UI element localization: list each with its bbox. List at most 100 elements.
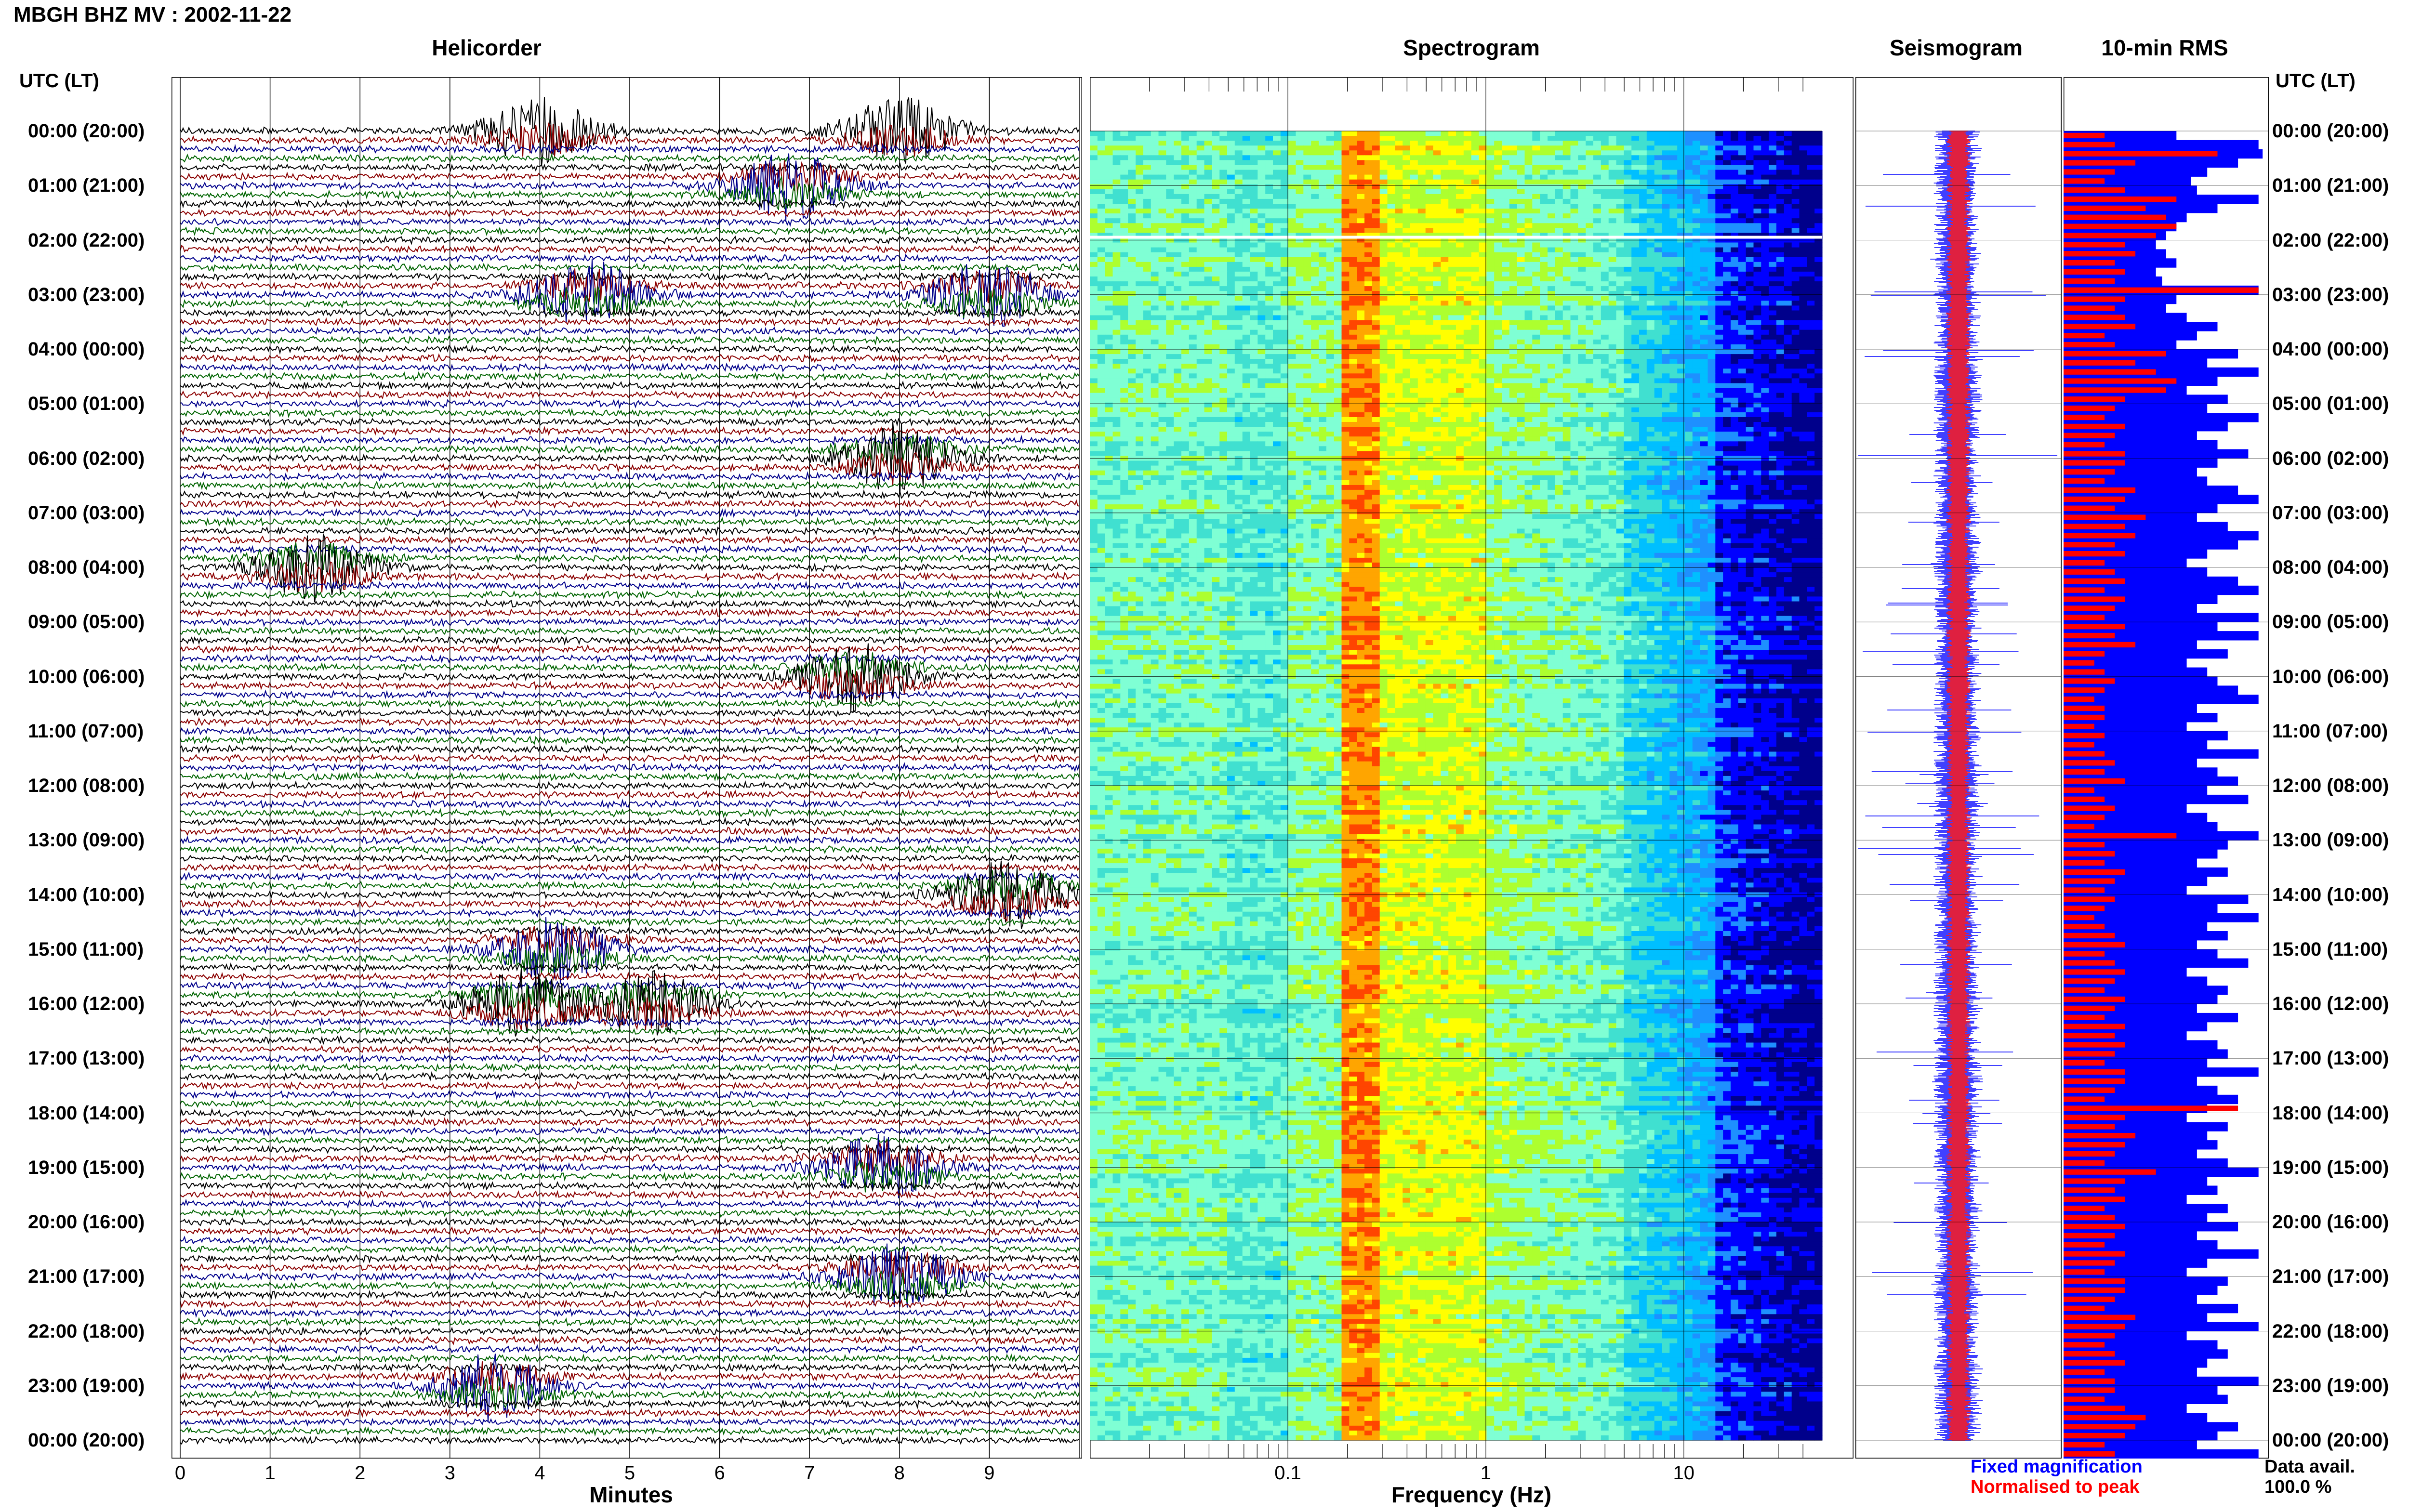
spectrogram-cell <box>1250 267 1258 272</box>
spectrogram-cell <box>1601 243 1609 248</box>
spectrogram-cell <box>1532 189 1540 195</box>
time-label-left: 00:00 (20:00) <box>28 120 145 142</box>
spectrogram-cell <box>1761 209 1769 214</box>
spectrogram-cell <box>1800 296 1807 301</box>
spectrogram-cell <box>1708 150 1716 156</box>
spectrogram-cell <box>1197 276 1204 282</box>
spectrogram-cell <box>1349 296 1357 301</box>
spectrogram-cell <box>1426 131 1433 136</box>
spectrogram-cell <box>1555 165 1563 171</box>
spectrogram-cell <box>1128 262 1136 267</box>
spectrogram-cell <box>1647 243 1655 248</box>
spectrogram-cell <box>1403 145 1410 151</box>
spectrogram-cell <box>1136 272 1143 277</box>
spectrogram-cell <box>1593 286 1601 291</box>
spectrogram-cell <box>1723 165 1731 171</box>
spectrogram-cell <box>1227 131 1235 136</box>
spectrogram-cell <box>1708 141 1716 146</box>
spectrogram-cell <box>1754 131 1761 136</box>
spectrogram-cell <box>1250 286 1258 291</box>
spectrogram-cell <box>1113 141 1121 146</box>
spectrogram-cell <box>1219 209 1227 214</box>
spectrogram-cell <box>1357 131 1364 136</box>
spectrogram-cell <box>1166 160 1174 165</box>
spectrogram-cell <box>1326 276 1334 282</box>
spectrogram-cell <box>1776 145 1784 151</box>
spectrogram-cell <box>1342 272 1350 277</box>
spectrogram-cell <box>1174 267 1181 272</box>
spectrogram-cell <box>1243 296 1250 301</box>
spectrogram-cell <box>1151 141 1159 146</box>
spectrogram-cell <box>1388 218 1395 224</box>
spectrogram-cell <box>1227 165 1235 171</box>
spectrogram-cell <box>1174 243 1181 248</box>
spectrogram-cell <box>1098 165 1105 171</box>
spectrogram-cell <box>1540 204 1548 209</box>
spectrogram-cell <box>1486 252 1494 258</box>
spectrogram-cell <box>1631 296 1639 301</box>
spectrogram-cell <box>1693 136 1700 141</box>
spectrogram-cell <box>1662 189 1670 195</box>
spectrogram-cell <box>1250 272 1258 277</box>
spectrogram-cell <box>1410 305 1418 311</box>
spectrogram-cell <box>1616 155 1624 160</box>
spectrogram-cell <box>1166 180 1174 185</box>
spectrogram-cell <box>1700 281 1708 287</box>
spectrogram-cell <box>1174 150 1181 156</box>
spectrogram-cell <box>1517 131 1525 136</box>
spectrogram-cell <box>1800 155 1807 160</box>
spectrogram-cell <box>1288 155 1296 160</box>
spectrogram-cell <box>1456 257 1464 263</box>
spectrogram-cell <box>1372 180 1380 185</box>
spectrogram-cell <box>1380 184 1388 190</box>
time-label-right: 11:00 (07:00) <box>2272 721 2388 742</box>
spectrogram-cell <box>1800 199 1807 204</box>
spectrogram-cell <box>1151 257 1159 263</box>
spectrogram-cell <box>1243 180 1250 185</box>
spectrogram-cell <box>1243 141 1250 146</box>
spectrogram-cell <box>1769 150 1776 156</box>
time-label-left: 13:00 (09:00) <box>28 829 145 851</box>
spectrogram-cell <box>1662 218 1670 224</box>
spectrogram-cell <box>1540 272 1548 277</box>
spectrogram-cell <box>1647 189 1655 195</box>
spectrogram-cell <box>1303 150 1311 156</box>
spectrogram-cell <box>1700 160 1708 165</box>
spectrogram-cell <box>1326 262 1334 267</box>
spectrogram-cell <box>1631 276 1639 282</box>
spectrogram-cell <box>1540 267 1548 272</box>
spectrogram-cell <box>1136 204 1143 209</box>
spectrogram-cell <box>1814 145 1822 151</box>
spectrogram-cell <box>1525 141 1533 146</box>
time-label-right: 21:00 (17:00) <box>2272 1266 2389 1288</box>
spectrogram-cell <box>1456 145 1464 151</box>
spectrogram-cell <box>1662 150 1670 156</box>
spectrogram-cell <box>1380 272 1388 277</box>
spectrogram-cell <box>1357 165 1364 171</box>
spectrogram-cell <box>1609 301 1616 306</box>
spectrogram-cell <box>1410 175 1418 180</box>
spectrogram-cell <box>1235 257 1243 263</box>
spectrogram-cell <box>1136 160 1143 165</box>
spectrogram-cell <box>1197 218 1204 224</box>
spectrogram-cell <box>1197 170 1204 175</box>
spectrogram-cell <box>1616 281 1624 287</box>
spectrogram-cell <box>1509 311 1517 316</box>
spectrogram-cell <box>1540 209 1548 214</box>
spectrogram-cell <box>1738 155 1746 160</box>
spectrogram-cell <box>1410 272 1418 277</box>
spectrogram-cell <box>1669 286 1677 291</box>
spectrogram-cell <box>1204 213 1212 219</box>
spectrogram-cell <box>1319 276 1326 282</box>
spectrogram-cell <box>1364 155 1372 160</box>
spectrogram-cell <box>1639 262 1647 267</box>
spectrogram-cell <box>1357 291 1364 296</box>
spectrogram-cell <box>1410 218 1418 224</box>
spectrogram-cell <box>1189 262 1197 267</box>
spectrogram-cell <box>1715 296 1723 301</box>
spectrogram-cell <box>1349 248 1357 253</box>
spectrogram-cell <box>1265 131 1273 136</box>
spectrogram-cell <box>1128 228 1136 233</box>
time-label-left: 16:00 (12:00) <box>28 993 145 1015</box>
spectrogram-cell <box>1334 281 1342 287</box>
